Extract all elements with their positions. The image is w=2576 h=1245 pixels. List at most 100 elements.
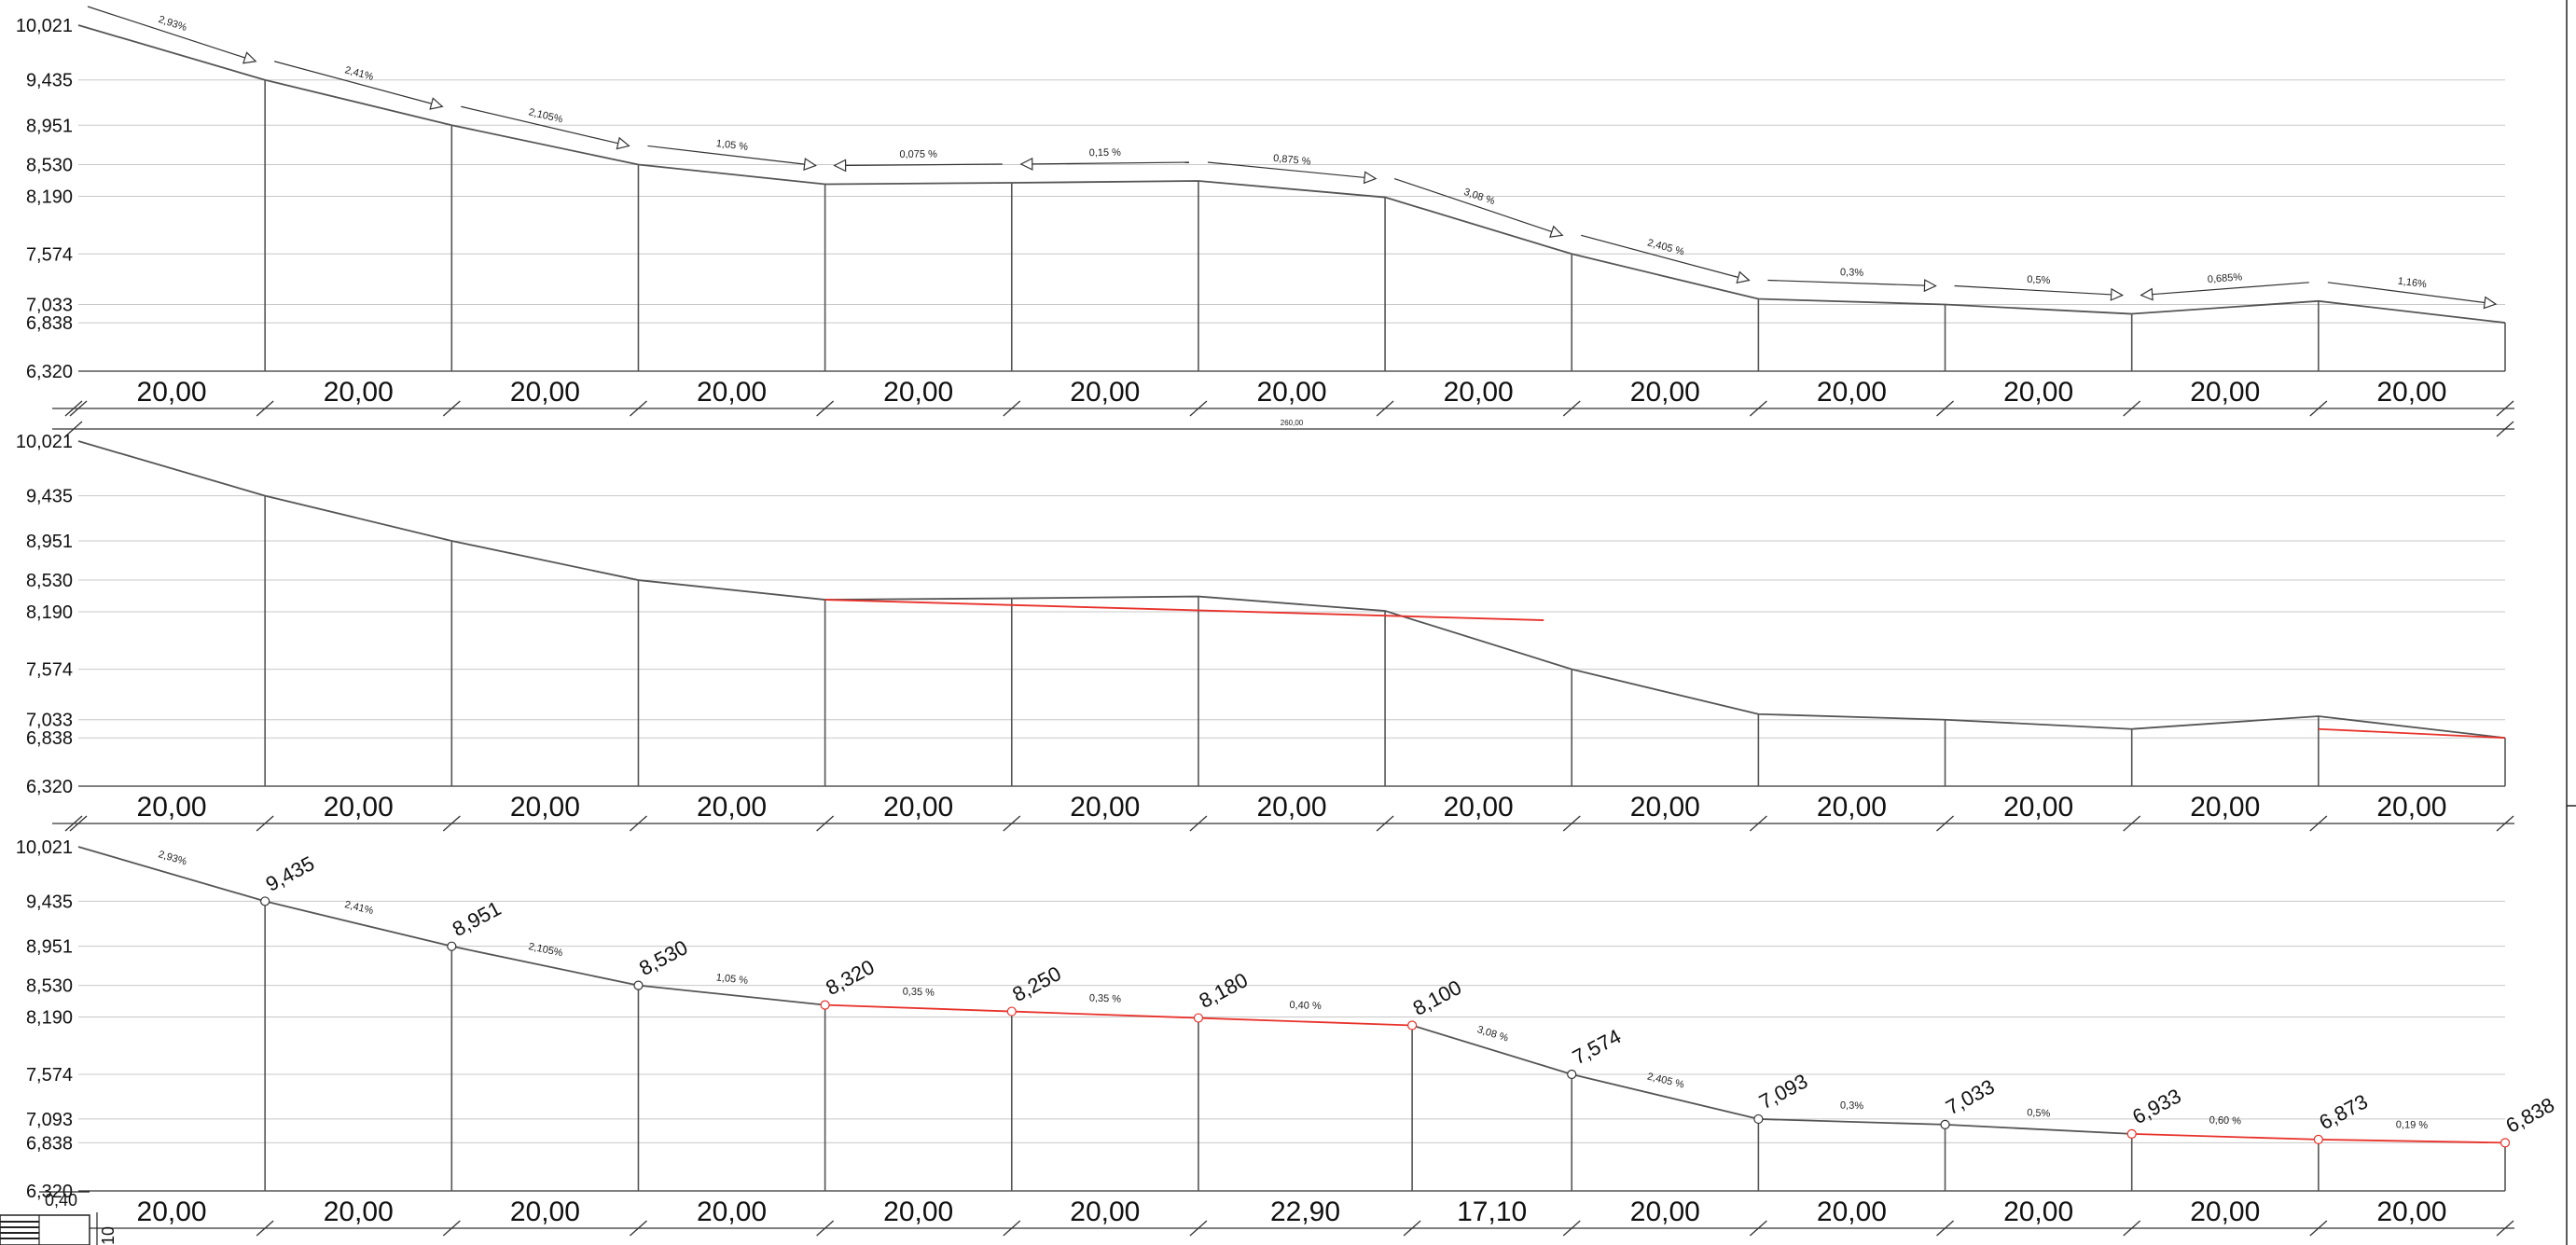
- profile-segment: [1945, 1124, 2132, 1135]
- dimension-tick: [1562, 815, 1581, 832]
- profile-panel-top: 10,021 9,435 8,951 8,530 8,190 7,574 7,0336,83…: [16, 6, 2514, 437]
- dimension-tick: [69, 815, 88, 832]
- dimension-tick: [630, 400, 647, 417]
- slope-arrow: [834, 163, 1003, 167]
- distance-label: 20,00: [2376, 792, 2446, 823]
- distance-label: 17,10: [1457, 1197, 1527, 1227]
- dimension-tick: [256, 1220, 274, 1237]
- slope-arrowhead: [1363, 171, 1378, 185]
- dimension-tick: [256, 400, 274, 417]
- distance-label: 22,90: [1270, 1197, 1340, 1227]
- distance-label: 20,00: [510, 792, 580, 823]
- y-axis-label: 9,435: [26, 892, 73, 912]
- slope-label: 0,3%: [1840, 1100, 1864, 1113]
- point-elevation-label: 6,838: [2502, 1093, 2558, 1138]
- corner-table: [0, 1214, 90, 1245]
- slope-label: 0,19 %: [2396, 1119, 2429, 1131]
- distance-label: 20,00: [1256, 792, 1326, 823]
- dimension-tick: [1376, 815, 1394, 832]
- dimension-tick: [2309, 1220, 2328, 1237]
- dimension-tick: [2496, 400, 2514, 417]
- dimension-tick: [1376, 400, 1394, 417]
- slope-arrowhead: [1923, 279, 1937, 293]
- dimension-tick: [816, 1220, 835, 1237]
- distance-label: 20,00: [324, 792, 394, 823]
- slope-arrow: [1207, 161, 1377, 180]
- dimension-tick: [1189, 1220, 1208, 1237]
- dimension-tick: [1749, 1220, 1767, 1237]
- point-elevation-label: 7,093: [1755, 1069, 1811, 1114]
- distance-label: 20,00: [1444, 377, 1514, 408]
- slope-arrowhead: [1019, 157, 1033, 171]
- point-elevation-label: 6,873: [2315, 1089, 2371, 1134]
- dimension-tick: [64, 400, 83, 417]
- y-axis-label: 7,574: [26, 660, 73, 681]
- distance-label: 20,00: [1444, 792, 1514, 823]
- slope-arrow: [1767, 279, 1936, 287]
- dimension-tick: [1562, 400, 1581, 417]
- dimension-tick: [816, 400, 835, 417]
- point-elevation-label: 8,180: [1196, 968, 1252, 1013]
- slope-arrow: [461, 105, 630, 147]
- slope-arrow: [87, 6, 256, 62]
- corner-dimension-label: 0,40: [45, 1191, 77, 1210]
- distance-label: 20,00: [2376, 1197, 2446, 1227]
- design-grade-line: [2318, 727, 2506, 740]
- distance-label: 20,00: [510, 377, 580, 408]
- y-axis-label: 9,435: [26, 487, 73, 507]
- point-elevation-label: 7,574: [1569, 1024, 1625, 1069]
- slope-arrow: [1581, 234, 1750, 282]
- distance-label: 20,00: [1817, 792, 1887, 823]
- distance-label: 20,00: [1817, 377, 1887, 408]
- slope-label: 2,105%: [528, 941, 564, 959]
- profile-segment: [77, 846, 266, 903]
- elevation-point-marker: [1006, 1006, 1017, 1017]
- elevation-point-marker: [1406, 1020, 1418, 1031]
- point-elevation-label: 8,100: [1409, 975, 1465, 1020]
- dimension-tick: [2496, 421, 2514, 437]
- slope-arrowhead: [833, 159, 847, 173]
- profile-segment: [2318, 1138, 2506, 1144]
- y-axis-label: 10,021: [16, 837, 73, 858]
- dimension-tick: [442, 400, 461, 417]
- y-axis-label: 10,021: [16, 432, 73, 452]
- slope-arrow: [273, 61, 443, 107]
- point-elevation-label: 8,250: [1008, 961, 1064, 1006]
- distance-label: 20,00: [883, 1197, 953, 1227]
- slope-label: 3,08 %: [1462, 187, 1496, 207]
- elevation-point-marker: [260, 896, 270, 906]
- distance-label: 20,00: [2003, 377, 2073, 408]
- slope-arrowhead: [242, 51, 257, 64]
- dimension-tick: [1562, 1220, 1581, 1237]
- dimension-tick: [630, 815, 647, 832]
- distance-label: 20,00: [883, 377, 953, 408]
- dimension-tick: [2309, 815, 2328, 832]
- distance-label: 20,00: [1070, 792, 1140, 823]
- dimension-tick: [256, 815, 274, 832]
- slope-arrowhead: [616, 136, 630, 150]
- slope-label: 0,3%: [1840, 267, 1864, 279]
- distance-label: 20,00: [1630, 792, 1700, 823]
- slope-label: 2,41%: [343, 899, 374, 917]
- y-axis-label: 10,021: [16, 16, 73, 36]
- y-axis-label: 8,190: [26, 1008, 73, 1029]
- dimension-tick: [64, 815, 83, 832]
- elevation-point-marker: [1193, 1013, 1204, 1023]
- point-elevation-label: 8,530: [635, 935, 691, 980]
- dimension-tick: [1003, 815, 1021, 832]
- slope-label: 1,16%: [2397, 276, 2428, 291]
- distance-label: 20,00: [2376, 377, 2446, 408]
- elevation-point-marker: [2126, 1128, 2137, 1139]
- profile-segment: [1572, 1073, 1759, 1120]
- y-axis-label: 8,530: [26, 976, 73, 997]
- distance-label: 20,00: [2190, 792, 2260, 823]
- slope-arrowhead: [2110, 287, 2125, 301]
- elevation-point-marker: [633, 980, 644, 990]
- point-elevation-label: 9,435: [262, 851, 318, 896]
- dimension-tick: [1936, 400, 1954, 417]
- slope-arrowhead: [429, 97, 444, 110]
- y-axis-label: 7,033: [26, 711, 73, 731]
- dimension-tick: [1189, 400, 1208, 417]
- slope-label: 0,875 %: [1273, 153, 1312, 168]
